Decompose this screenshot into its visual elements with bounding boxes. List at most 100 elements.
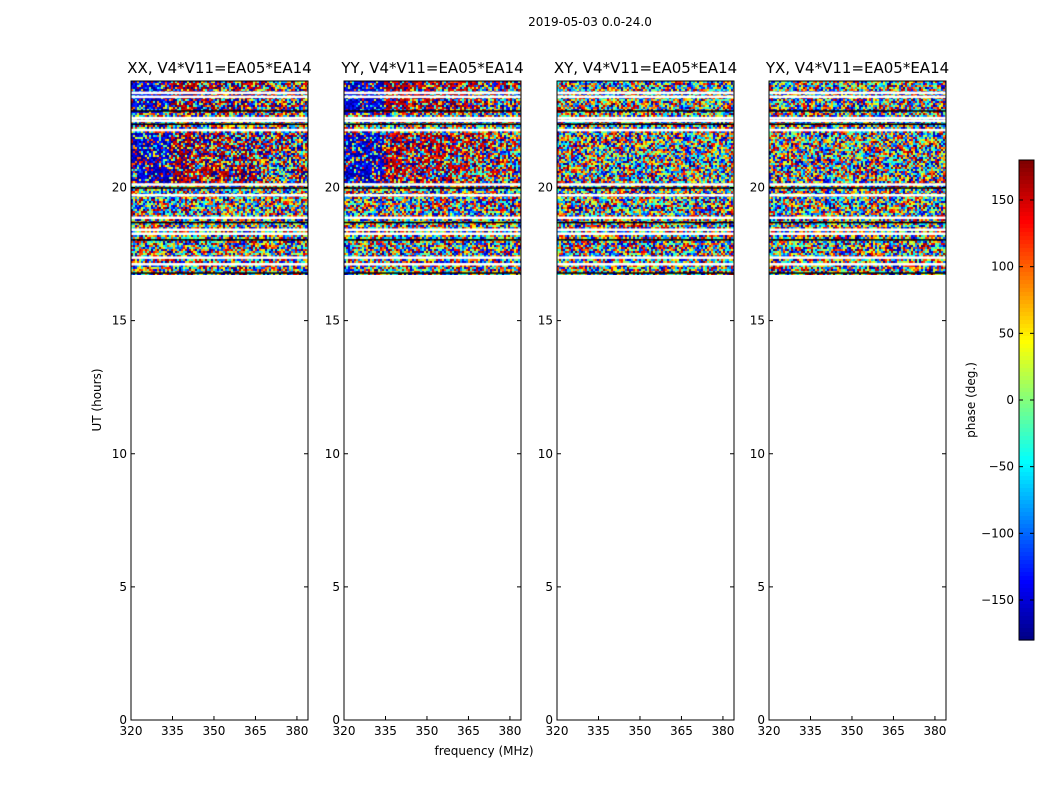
colorbar-segment — [1019, 264, 1034, 269]
colorbar-segment — [1019, 612, 1034, 617]
y-tick-label: 5 — [545, 580, 553, 594]
colorbar-segment — [1019, 556, 1034, 561]
colorbar-segment — [1019, 408, 1034, 413]
colorbar-segment — [1019, 492, 1034, 497]
y-tick-label: 15 — [325, 314, 340, 328]
colorbar-segment — [1019, 304, 1034, 309]
colorbar-tick-label: −100 — [981, 526, 1014, 540]
colorbar-label: phase (deg.) — [964, 362, 978, 438]
colorbar-segment — [1019, 312, 1034, 317]
colorbar-segment — [1019, 396, 1034, 401]
colorbar-segment — [1019, 184, 1034, 189]
colorbar-segment — [1019, 416, 1034, 421]
x-tick-label: 335 — [161, 724, 184, 738]
colorbar-segment — [1019, 160, 1034, 165]
colorbar-segment — [1019, 388, 1034, 393]
colorbar-segment — [1019, 592, 1034, 597]
colorbar-segment — [1019, 288, 1034, 293]
y-tick-label: 15 — [112, 314, 127, 328]
x-tick-label: 320 — [758, 724, 781, 738]
x-tick-label: 350 — [416, 724, 439, 738]
colorbar-segment — [1019, 596, 1034, 601]
colorbar-segment — [1019, 380, 1034, 385]
y-axis-label: UT (hours) — [90, 368, 104, 431]
x-tick-label: 380 — [711, 724, 734, 738]
colorbar-segment — [1019, 236, 1034, 241]
colorbar-segment — [1019, 332, 1034, 337]
y-tick-label: 10 — [112, 447, 127, 461]
colorbar-segment — [1019, 280, 1034, 285]
y-tick-label: 0 — [119, 713, 127, 727]
colorbar-segment — [1019, 500, 1034, 505]
colorbar-segment — [1019, 440, 1034, 445]
colorbar-segment — [1019, 496, 1034, 501]
colorbar-segment — [1019, 588, 1034, 593]
y-tick-label: 20 — [325, 181, 340, 195]
colorbar-tick-label: 150 — [991, 193, 1014, 207]
y-tick-label: 0 — [545, 713, 553, 727]
colorbar-segment — [1019, 308, 1034, 313]
colorbar-segment — [1019, 384, 1034, 389]
y-tick-label: 10 — [325, 447, 340, 461]
colorbar-segment — [1019, 540, 1034, 545]
colorbar-segment — [1019, 480, 1034, 485]
colorbar-segment — [1019, 400, 1034, 405]
colorbar-segment — [1019, 528, 1034, 533]
colorbar-segment — [1019, 468, 1034, 473]
colorbar-segment — [1019, 364, 1034, 369]
colorbar-segment — [1019, 576, 1034, 581]
panel-title: YY, V4*V11=EA05*EA14 — [340, 59, 523, 77]
x-tick-label: 380 — [498, 724, 521, 738]
y-tick-label: 5 — [757, 580, 765, 594]
y-tick-label: 5 — [119, 580, 127, 594]
colorbar-segment — [1019, 488, 1034, 493]
colorbar-segment — [1019, 192, 1034, 197]
x-tick-label: 350 — [203, 724, 226, 738]
colorbar-segment — [1019, 240, 1034, 245]
colorbar-segment — [1019, 212, 1034, 217]
colorbar-segment — [1019, 484, 1034, 489]
colorbar-segment — [1019, 404, 1034, 409]
colorbar-segment — [1019, 256, 1034, 261]
x-tick-label: 320 — [546, 724, 569, 738]
colorbar-segment — [1019, 608, 1034, 613]
panels-group: XX, V4*V11=EA05*EA14 320 335 350 365 380 0 5 10 1… — [112, 59, 949, 738]
colorbar-segment — [1019, 520, 1034, 525]
colorbar-segment — [1019, 268, 1034, 273]
phase-heatmap-yx — [769, 81, 946, 275]
colorbar-segment — [1019, 628, 1034, 633]
colorbar-segment — [1019, 232, 1034, 237]
panel-title: XY, V4*V11=EA05*EA14 — [554, 59, 737, 77]
x-tick-label: 350 — [629, 724, 652, 738]
colorbar-segment — [1019, 472, 1034, 477]
colorbar-segment — [1019, 352, 1034, 357]
colorbar-segment — [1019, 164, 1034, 169]
colorbar-segment — [1019, 292, 1034, 297]
x-tick-label: 365 — [882, 724, 905, 738]
colorbar-segment — [1019, 320, 1034, 325]
colorbar-segment — [1019, 224, 1034, 229]
colorbar-segment — [1019, 536, 1034, 541]
colorbar-segment — [1019, 204, 1034, 209]
colorbar-segment — [1019, 428, 1034, 433]
colorbar-segment — [1019, 368, 1034, 373]
phase-heatmap-yy — [344, 81, 521, 275]
axes-frame — [343, 80, 522, 721]
y-tick-label: 0 — [757, 713, 765, 727]
colorbar-segment — [1019, 452, 1034, 457]
colorbar-segment — [1019, 504, 1034, 509]
colorbar-segment — [1019, 228, 1034, 233]
x-tick-label: 350 — [841, 724, 864, 738]
colorbar-segment — [1019, 616, 1034, 621]
colorbar: 150 100 50 0 −50 −100 −150 — [981, 159, 1035, 641]
colorbar-segment — [1019, 464, 1034, 469]
colorbar-segment — [1019, 200, 1034, 205]
colorbar-segment — [1019, 208, 1034, 213]
x-tick-label: 320 — [333, 724, 356, 738]
axes-frame — [768, 80, 947, 721]
colorbar-tick-label: 100 — [991, 260, 1014, 274]
colorbar-segment — [1019, 580, 1034, 585]
x-tick-label: 365 — [670, 724, 693, 738]
x-tick-label: 335 — [374, 724, 397, 738]
colorbar-segment — [1019, 476, 1034, 481]
